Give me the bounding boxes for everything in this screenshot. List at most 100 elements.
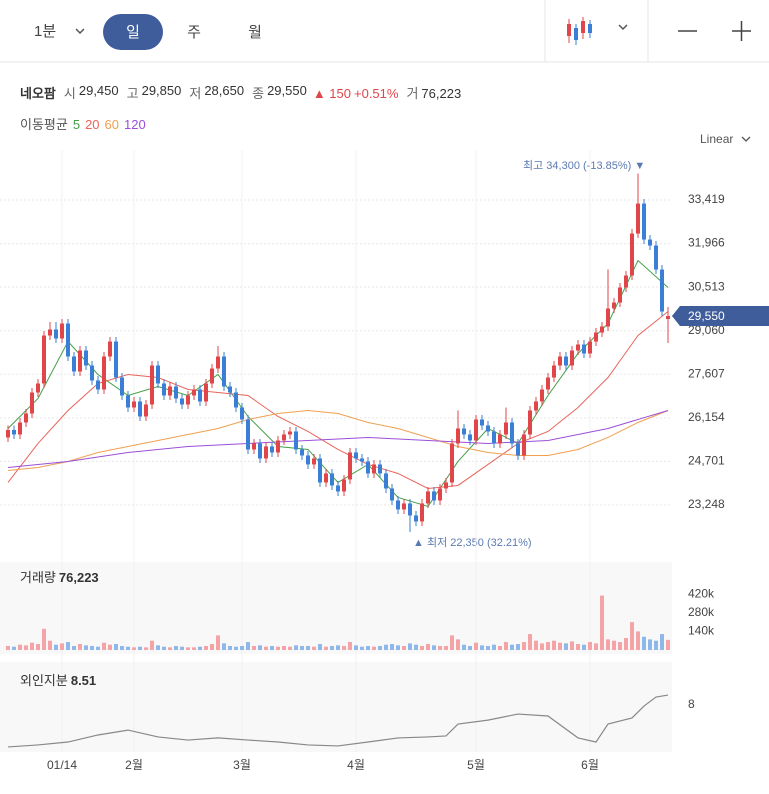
candle-body [252,443,256,450]
volume-bar [330,646,334,650]
chart-type-icon[interactable] [567,17,592,45]
volume-bar [258,645,262,650]
candle-body [492,431,496,444]
pane-title: 거래량 [20,570,56,585]
y-tick-label: 27,607 [688,366,725,380]
volume-bar [234,646,238,650]
candle-body [318,458,322,483]
candle-body [342,479,346,492]
volume-value: 76,223 [421,86,462,101]
candle-body [270,446,274,453]
volume-bar [276,646,280,650]
candle-body [660,269,664,312]
volume-bar [630,622,634,650]
candle-body [360,458,364,462]
legend-title: 이동평균 [20,117,68,132]
volume-bar [498,646,502,650]
x-tick-label: 6월 [581,758,599,772]
candle-body [426,491,430,504]
candle-body [348,452,352,480]
quote-label: 종 [252,86,265,101]
volume-bar [618,642,622,650]
quote-fields: 시 29,450 고 29,850 저 28,650 종 29,550 [59,83,307,102]
volume-bar [660,634,664,650]
zoom-in[interactable] [732,21,751,41]
candle-body [18,422,22,435]
volume-bar [474,642,478,650]
candle-body [240,407,244,420]
moving-average-line [7,259,669,508]
volume-bar [564,643,568,650]
price-change: ▲ 150 [312,86,351,101]
price-tag-label: 29,550 [688,309,725,323]
moving-average-line [7,409,669,471]
volume-bar [444,646,448,650]
volume-bar [180,646,184,650]
candle-body [510,422,514,444]
active-period-pill[interactable] [103,14,163,50]
volume-bar [348,642,352,650]
volume-bar [192,647,196,650]
volume-bar [552,640,556,650]
volume-bar [516,644,520,650]
volume-bar [210,644,214,650]
y-tick-label: 33,419 [688,192,725,206]
period-tab[interactable]: 일 [126,24,140,41]
y-tick-label: 26,154 [688,410,725,424]
candle-body [96,380,100,390]
candle-body [300,449,304,456]
dropdown-chevron[interactable] [741,136,751,142]
scale-select[interactable]: Linear [700,132,733,146]
volume-bar [48,640,52,650]
volume-bar [558,642,562,650]
candle-body [72,356,76,372]
candle-body [474,419,478,441]
period-tab[interactable]: 주 [187,24,201,41]
volume-bar [270,646,274,650]
volume-bar [360,646,364,650]
candle-body [54,329,58,339]
quote-value: 29,450 [78,83,119,98]
dropdown-chevron[interactable] [75,28,85,35]
volume-bar [312,646,316,650]
volume-bar [60,643,64,650]
volume-bar [150,640,154,650]
legend-entry: 20 [85,117,100,132]
y-tick-label: 280k [688,605,715,619]
quote-value: 29,850 [141,83,182,98]
candle-body [312,458,316,465]
dropdown-chevron[interactable] [618,24,628,31]
candle-body [60,323,64,339]
foreign-pane [0,662,672,752]
volume-bar [510,644,514,650]
volume-bar [306,646,310,650]
candle-body [642,203,646,240]
candle-body [336,485,340,492]
x-tick-label: 5월 [467,758,485,772]
volume-bar [342,646,346,650]
volume-bar [354,645,358,650]
candle-body [582,344,586,354]
volume-bar [54,644,58,650]
volume-bar [528,634,532,650]
candle-body [414,515,418,522]
candle-body [444,482,448,489]
volume-bar [534,640,538,650]
y-tick-label: 31,966 [688,236,725,250]
volume-bar [174,646,178,650]
price-change-pct: +0.51% [354,86,399,101]
volume-bar [240,646,244,650]
candle-body [132,401,136,408]
candle-body [174,386,178,399]
volume-bar [102,642,106,650]
interval-select[interactable]: 1분 [34,23,56,40]
candle-body [66,323,70,357]
candle-body [354,452,358,459]
period-tab[interactable]: 월 [248,24,262,41]
candle-body [42,335,46,384]
volume-title: 거래량 76,223 [20,567,99,586]
candle-body [588,341,592,354]
candle-body [462,428,466,435]
volume-bar [366,646,370,650]
y-tick-label: 30,513 [688,279,725,293]
